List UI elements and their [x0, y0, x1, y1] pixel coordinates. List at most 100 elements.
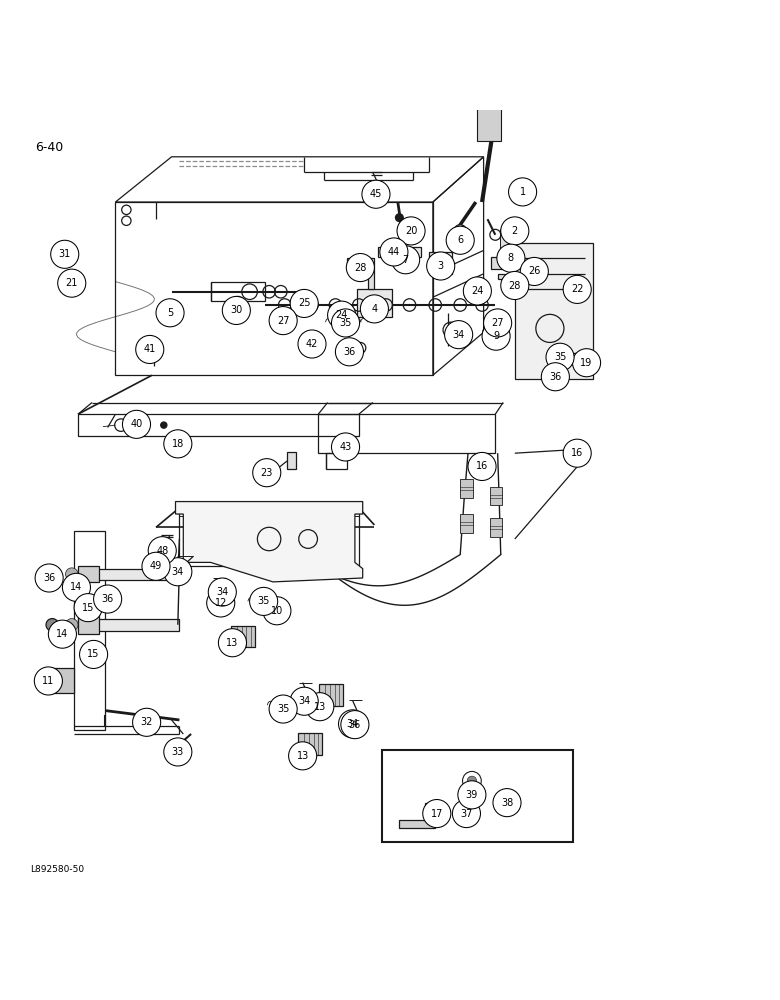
- Text: 28: 28: [509, 281, 521, 291]
- Text: 6-40: 6-40: [35, 141, 63, 154]
- Text: 17: 17: [431, 809, 443, 819]
- Text: 2: 2: [512, 226, 518, 236]
- Circle shape: [328, 301, 356, 329]
- Circle shape: [161, 422, 167, 428]
- Text: 36: 36: [349, 720, 361, 730]
- Circle shape: [346, 254, 374, 282]
- Text: 25: 25: [298, 298, 310, 308]
- Text: 8: 8: [508, 253, 514, 263]
- Circle shape: [335, 338, 363, 366]
- Circle shape: [80, 640, 108, 668]
- Circle shape: [62, 573, 90, 601]
- Text: 35: 35: [257, 596, 270, 606]
- Circle shape: [339, 710, 367, 738]
- Text: 34: 34: [216, 587, 229, 597]
- Circle shape: [509, 178, 537, 206]
- Polygon shape: [347, 258, 374, 289]
- Bar: [500, 229, 512, 249]
- Text: 18: 18: [172, 439, 184, 449]
- Circle shape: [46, 568, 58, 580]
- Circle shape: [484, 309, 512, 337]
- Text: 36: 36: [343, 347, 356, 357]
- Circle shape: [546, 343, 574, 371]
- Text: 34: 34: [452, 330, 465, 340]
- Circle shape: [51, 240, 79, 268]
- Circle shape: [545, 370, 556, 381]
- Text: 27: 27: [491, 318, 504, 328]
- Circle shape: [332, 309, 360, 337]
- Circle shape: [501, 271, 529, 300]
- Text: 24: 24: [335, 310, 348, 320]
- Circle shape: [74, 594, 102, 622]
- Text: 40: 40: [130, 419, 143, 429]
- Circle shape: [66, 619, 78, 631]
- Text: 19: 19: [580, 358, 593, 368]
- Text: 7: 7: [402, 255, 409, 265]
- Circle shape: [290, 289, 318, 317]
- Bar: [460, 514, 473, 533]
- Text: 34: 34: [298, 696, 310, 706]
- Text: 36: 36: [101, 594, 114, 604]
- Text: 16: 16: [571, 448, 583, 458]
- Circle shape: [164, 558, 192, 586]
- Circle shape: [148, 537, 176, 565]
- Text: 11: 11: [42, 676, 55, 686]
- Text: 13: 13: [314, 702, 326, 712]
- Circle shape: [94, 585, 122, 613]
- Polygon shape: [357, 289, 392, 317]
- Circle shape: [34, 667, 62, 695]
- Polygon shape: [378, 247, 421, 257]
- Circle shape: [342, 344, 352, 353]
- Circle shape: [106, 590, 117, 601]
- Text: 32: 32: [140, 717, 153, 727]
- Text: 23: 23: [261, 468, 273, 478]
- Circle shape: [362, 180, 390, 208]
- Text: 13: 13: [296, 751, 309, 761]
- Text: 5: 5: [167, 308, 173, 318]
- Polygon shape: [491, 257, 515, 269]
- Polygon shape: [176, 502, 363, 582]
- Circle shape: [136, 335, 164, 364]
- Text: 3: 3: [438, 261, 444, 271]
- Text: 35: 35: [277, 704, 289, 714]
- Polygon shape: [498, 274, 524, 301]
- Text: 35: 35: [554, 352, 566, 362]
- Circle shape: [395, 214, 403, 222]
- Text: 22: 22: [571, 284, 583, 294]
- Circle shape: [164, 430, 192, 458]
- Circle shape: [298, 330, 326, 358]
- Circle shape: [446, 226, 474, 254]
- Circle shape: [467, 776, 477, 785]
- Circle shape: [454, 225, 466, 237]
- Text: 6: 6: [457, 235, 463, 245]
- Text: 36: 36: [43, 573, 55, 583]
- Bar: [490, 518, 502, 537]
- Circle shape: [156, 299, 184, 327]
- Polygon shape: [319, 684, 343, 706]
- Text: 20: 20: [405, 226, 417, 236]
- Circle shape: [458, 781, 486, 809]
- Text: 21: 21: [66, 278, 78, 288]
- Bar: [287, 452, 296, 469]
- Circle shape: [164, 738, 192, 766]
- Circle shape: [35, 564, 63, 592]
- Circle shape: [380, 238, 408, 266]
- Text: 10: 10: [271, 606, 283, 616]
- Circle shape: [397, 217, 425, 245]
- Circle shape: [468, 452, 496, 481]
- Circle shape: [332, 433, 360, 461]
- Text: 14: 14: [70, 582, 83, 592]
- Circle shape: [306, 693, 334, 721]
- Polygon shape: [52, 668, 74, 693]
- Text: 49: 49: [150, 561, 162, 571]
- Circle shape: [208, 578, 236, 606]
- Circle shape: [573, 349, 601, 377]
- Polygon shape: [231, 626, 255, 647]
- Polygon shape: [429, 252, 452, 274]
- Circle shape: [445, 321, 473, 349]
- Circle shape: [250, 587, 278, 615]
- Circle shape: [222, 296, 250, 324]
- Text: 9: 9: [493, 331, 499, 341]
- Polygon shape: [515, 243, 593, 379]
- Text: 35: 35: [339, 318, 352, 328]
